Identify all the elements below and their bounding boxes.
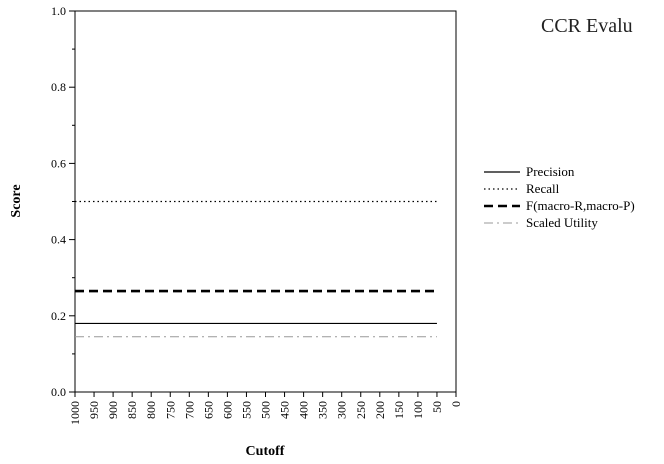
x-tick-label: 0 xyxy=(449,401,463,407)
x-tick-label: 650 xyxy=(201,401,215,419)
x-tick-label: 350 xyxy=(316,401,330,419)
x-tick-label: 50 xyxy=(430,401,444,413)
x-tick-label: 100 xyxy=(411,401,425,419)
x-tick-label: 400 xyxy=(297,401,311,419)
legend-label: Scaled Utility xyxy=(526,215,598,230)
x-tick-label: 250 xyxy=(354,401,368,419)
y-tick-label: 0.2 xyxy=(51,309,66,323)
series-lines xyxy=(75,200,437,338)
x-tick-label: 600 xyxy=(220,401,234,419)
x-tick-label: 200 xyxy=(373,401,387,419)
x-tick-label: 500 xyxy=(259,401,273,419)
y-tick-label: 0.8 xyxy=(51,80,66,94)
y-tick-label: 0.4 xyxy=(51,233,66,247)
x-tick-label: 450 xyxy=(278,401,292,419)
x-axis-title: Cutoff xyxy=(246,444,285,459)
x-tick-label: 850 xyxy=(125,401,139,419)
y-axis-title: Score xyxy=(9,184,24,217)
x-tick-label: 150 xyxy=(392,401,406,419)
x-axis: 1000 950 900 850 800 750 700 650 600 550 500 450 400… xyxy=(68,392,463,425)
x-tick-label: 750 xyxy=(163,401,177,419)
legend: Precision Recall F(macro-R,macro-P) Scaled … xyxy=(484,164,635,230)
header-fragment: CCR Evalu xyxy=(541,15,633,37)
legend-label: F(macro-R,macro-P) xyxy=(526,198,635,213)
y-tick-label: 1.0 xyxy=(51,4,66,18)
x-tick-label: 300 xyxy=(335,401,349,419)
x-tick-label: 900 xyxy=(106,401,120,419)
legend-label: Precision xyxy=(526,164,575,179)
legend-label: Recall xyxy=(526,181,560,196)
y-axis: 0.0 0.2 0.4 0.6 0.8 1.0 xyxy=(51,4,75,399)
x-tick-label: 1000 xyxy=(68,401,82,425)
y-tick-label: 0.0 xyxy=(51,385,66,399)
y-tick-label: 0.6 xyxy=(51,156,66,170)
x-tick-label: 550 xyxy=(239,401,253,419)
x-tick-label: 950 xyxy=(87,401,101,419)
x-tick-label: 800 xyxy=(144,401,158,419)
x-tick-label: 700 xyxy=(182,401,196,419)
